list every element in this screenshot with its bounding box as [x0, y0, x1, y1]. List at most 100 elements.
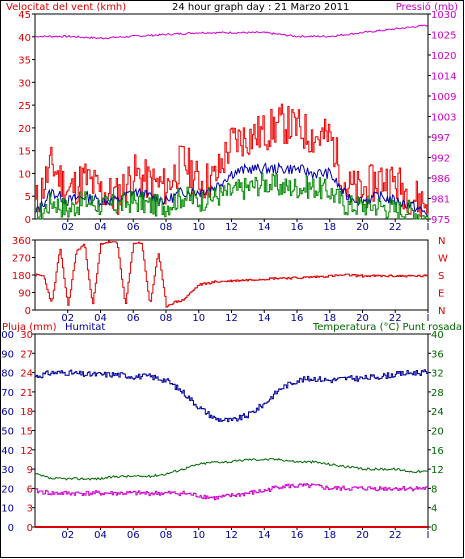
x-tick-0-18: 18: [323, 222, 336, 233]
temp-tick-0: 0: [431, 523, 437, 534]
humidity-outer-tick-100: 100: [0, 330, 14, 341]
rain-tick-0: 0: [27, 523, 33, 534]
chart-title: 24 hour graph day : 21 Marzo 2011: [172, 2, 349, 13]
humidity-outer-tick-40: 40: [1, 446, 14, 457]
x-tick-0-I: I: [427, 222, 430, 233]
direction-tick-180: 180: [12, 271, 31, 282]
pressure-line: [34, 24, 429, 40]
x-tick-0-02: 02: [61, 222, 74, 233]
x-tick-2-14: 14: [258, 530, 271, 541]
x-tick-0-20: 20: [356, 222, 369, 233]
x-tick-2-20: 20: [356, 530, 369, 541]
x-tick-1-14: 14: [258, 313, 271, 324]
temp-tick-16: 16: [431, 446, 444, 457]
x-tick-1-04: 04: [94, 313, 107, 324]
temp-tick-4: 4: [431, 504, 437, 515]
direction-tick-0: 0: [25, 306, 31, 317]
axis-ticks: 0510152025303540459759819869929971003100…: [0, 10, 456, 541]
pressure-tick-997: 997: [431, 133, 450, 144]
direction-line: [35, 240, 429, 308]
compass-tick-N: N: [438, 236, 445, 247]
x-tick-2-12: 12: [225, 530, 238, 541]
x-tick-0-22: 22: [389, 222, 402, 233]
temp-tick-32: 32: [431, 369, 444, 380]
temp-tick-12: 12: [431, 465, 444, 476]
rain-tick-15: 15: [20, 427, 33, 438]
x-tick-1-16: 16: [291, 313, 304, 324]
compass-tick-S: S: [438, 271, 444, 282]
pressure-tick-1020: 1020: [431, 51, 456, 62]
temp-tick-28: 28: [431, 388, 444, 399]
direction-tick-360: 360: [12, 236, 31, 247]
rain-tick-12: 12: [20, 446, 33, 457]
x-tick-1-20: 20: [356, 313, 369, 324]
humidity-outer-tick-10: 10: [1, 504, 14, 515]
temperature-line: [34, 457, 429, 481]
direction-tick-90: 90: [18, 289, 31, 300]
temp-tick-20: 20: [431, 427, 444, 438]
compass-tick-W: W: [438, 254, 448, 265]
rain-tick-18: 18: [20, 407, 33, 418]
humidity-outer-tick-70: 70: [1, 388, 14, 399]
wind-speed-label: Velocitat del vent (kmh): [6, 2, 126, 13]
x-tick-1-06: 06: [127, 313, 140, 324]
x-tick-1-I: I: [427, 313, 430, 324]
dewpoint-line: [35, 483, 429, 501]
x-tick-1-02: 02: [61, 313, 74, 324]
pressure-tick-1014: 1014: [431, 72, 456, 83]
rain-tick-24: 24: [20, 369, 33, 380]
x-tick-2-02: 02: [61, 530, 74, 541]
x-tick-1-22: 22: [389, 313, 402, 324]
pressure-tick-992: 992: [431, 154, 450, 165]
x-tick-1-08: 08: [160, 313, 173, 324]
x-tick-0-10: 10: [192, 222, 205, 233]
rain-tick-6: 6: [27, 484, 33, 495]
x-tick-2-16: 16: [291, 530, 304, 541]
x-tick-0-08: 08: [160, 222, 173, 233]
pressure-label: Pressió (mb): [396, 1, 458, 13]
pressure-tick-986: 986: [431, 174, 450, 185]
pressure-tick-1025: 1025: [431, 31, 456, 42]
wind-tick-10: 10: [18, 169, 31, 180]
wind-tick-35: 35: [18, 56, 31, 67]
humidity-label: Humitat: [65, 322, 105, 333]
pressure-tick-1003: 1003: [431, 113, 456, 124]
data-series: [34, 24, 429, 528]
humidity-outer-tick-60: 60: [1, 407, 14, 418]
rain-tick-27: 27: [20, 349, 33, 360]
humidity-line: [35, 369, 429, 423]
x-tick-2-18: 18: [323, 530, 336, 541]
x-tick-1-10: 10: [192, 313, 205, 324]
temperature-label: Temperatura (°C) Punt rosada: [312, 322, 462, 333]
x-tick-2-I: I: [427, 530, 430, 541]
temp-tick-40: 40: [431, 330, 444, 341]
rain-label: Pluja (mm): [2, 322, 57, 333]
humidity-outer-tick-30: 30: [1, 465, 14, 476]
wind-tick-30: 30: [18, 78, 31, 89]
x-tick-2-04: 04: [94, 530, 107, 541]
humidity-outer-tick-80: 80: [1, 369, 14, 380]
wind-tick-5: 5: [25, 192, 31, 203]
gust-line: [35, 103, 429, 219]
pressure-tick-975: 975: [431, 215, 450, 226]
humidity-outer-tick-0: 0: [8, 523, 14, 534]
x-tick-0-06: 06: [127, 222, 140, 233]
humidity-outer-tick-20: 20: [1, 484, 14, 495]
x-tick-2-10: 10: [192, 530, 205, 541]
x-tick-2-06: 06: [127, 530, 140, 541]
rain-tick-3: 3: [27, 504, 33, 515]
humidity-outer-tick-90: 90: [1, 349, 14, 360]
compass-tick-N: N: [438, 306, 445, 317]
x-tick-2-22: 22: [389, 530, 402, 541]
temp-tick-8: 8: [431, 484, 437, 495]
direction-tick-270: 270: [12, 254, 31, 265]
x-tick-0-12: 12: [225, 222, 238, 233]
compass-tick-E: E: [438, 289, 444, 300]
temp-tick-36: 36: [431, 349, 444, 360]
wind-tick-45: 45: [18, 10, 31, 21]
wind-tick-20: 20: [18, 124, 31, 135]
wind-tick-25: 25: [18, 101, 31, 112]
rain-tick-9: 9: [27, 465, 33, 476]
pressure-tick-981: 981: [431, 195, 450, 206]
